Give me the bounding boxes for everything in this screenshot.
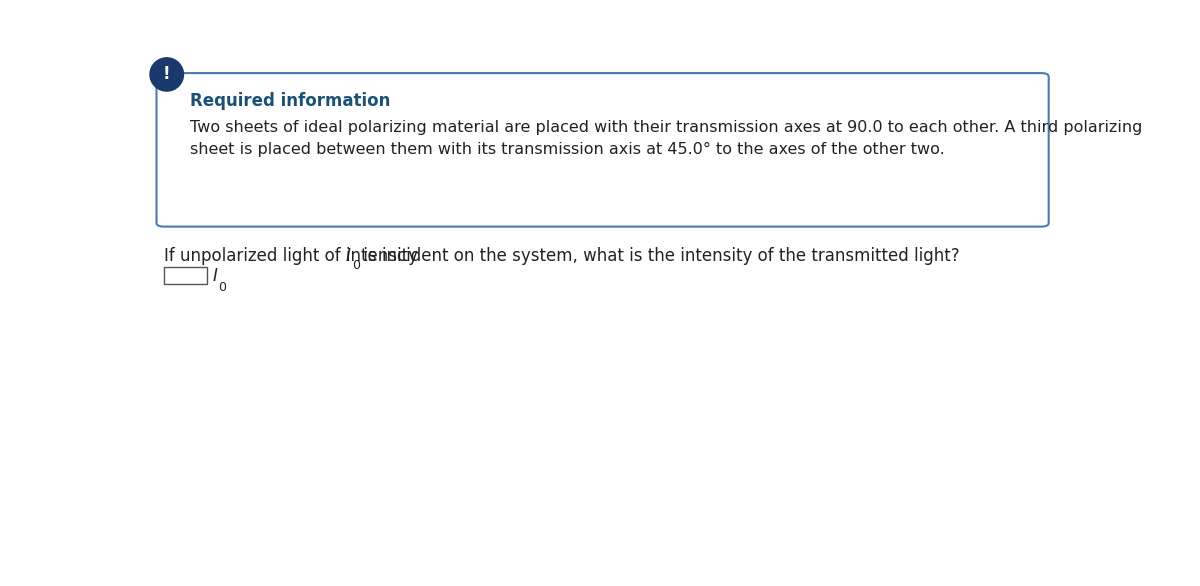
Text: I: I bbox=[346, 247, 350, 265]
Text: is incident on the system, what is the intensity of the transmitted light?: is incident on the system, what is the i… bbox=[358, 247, 960, 265]
Text: !: ! bbox=[163, 66, 170, 83]
FancyBboxPatch shape bbox=[164, 267, 206, 284]
Text: Required information: Required information bbox=[190, 93, 390, 111]
FancyBboxPatch shape bbox=[156, 73, 1049, 227]
Text: If unpolarized light of intensity: If unpolarized light of intensity bbox=[164, 247, 424, 265]
Ellipse shape bbox=[150, 58, 184, 91]
Text: 0: 0 bbox=[218, 281, 226, 294]
Text: 0: 0 bbox=[352, 258, 360, 272]
Text: I: I bbox=[212, 267, 217, 285]
Text: Two sheets of ideal polarizing material are placed with their transmission axes : Two sheets of ideal polarizing material … bbox=[190, 120, 1142, 157]
